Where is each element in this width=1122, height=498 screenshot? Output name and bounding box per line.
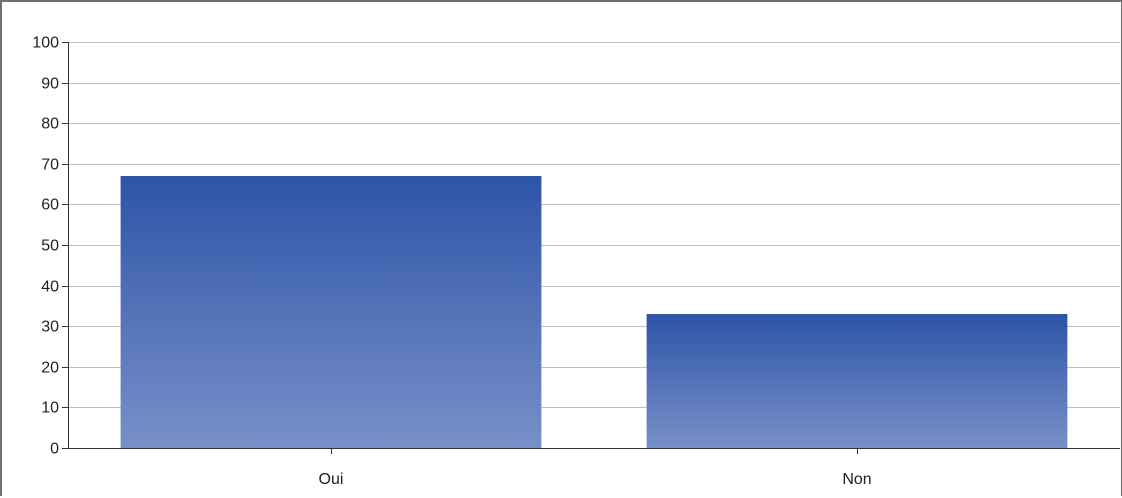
y-tick-label-70: 70 xyxy=(41,157,59,174)
bar-oui xyxy=(120,175,542,449)
x-tick-label-non: Non xyxy=(842,471,871,488)
y-tick-label-30: 30 xyxy=(41,319,59,336)
bars xyxy=(120,175,1068,449)
x-tick-label-oui: Oui xyxy=(319,471,344,488)
bar-non xyxy=(646,314,1068,448)
y-tick-label-40: 40 xyxy=(41,279,59,296)
y-tick-label-60: 60 xyxy=(41,197,59,214)
tick-labels: 0 10 20 30 40 50 60 70 80 90 100 Oui Non xyxy=(32,35,871,489)
y-tick-label-50: 50 xyxy=(41,238,59,255)
y-tick-label-90: 90 xyxy=(41,76,59,93)
y-tick-label-80: 80 xyxy=(41,116,59,133)
y-tick-label-100: 100 xyxy=(32,35,59,52)
y-tick-label-0: 0 xyxy=(50,441,59,458)
y-tick-label-20: 20 xyxy=(41,360,59,377)
y-tick-label-10: 10 xyxy=(41,400,59,417)
axes xyxy=(62,42,1120,454)
